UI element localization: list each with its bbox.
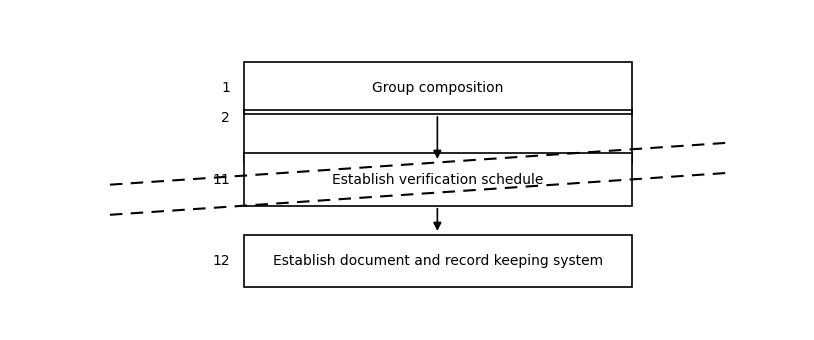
Text: Establish verification schedule: Establish verification schedule — [332, 173, 544, 187]
Text: 2: 2 — [221, 111, 230, 125]
Text: 12: 12 — [212, 254, 230, 268]
Text: Establish document and record keeping system: Establish document and record keeping sy… — [273, 254, 602, 268]
FancyBboxPatch shape — [243, 153, 632, 206]
Text: 1: 1 — [221, 81, 230, 95]
FancyBboxPatch shape — [243, 62, 632, 114]
Text: Group composition: Group composition — [372, 81, 503, 95]
FancyBboxPatch shape — [243, 235, 632, 287]
Text: 11: 11 — [212, 173, 230, 187]
